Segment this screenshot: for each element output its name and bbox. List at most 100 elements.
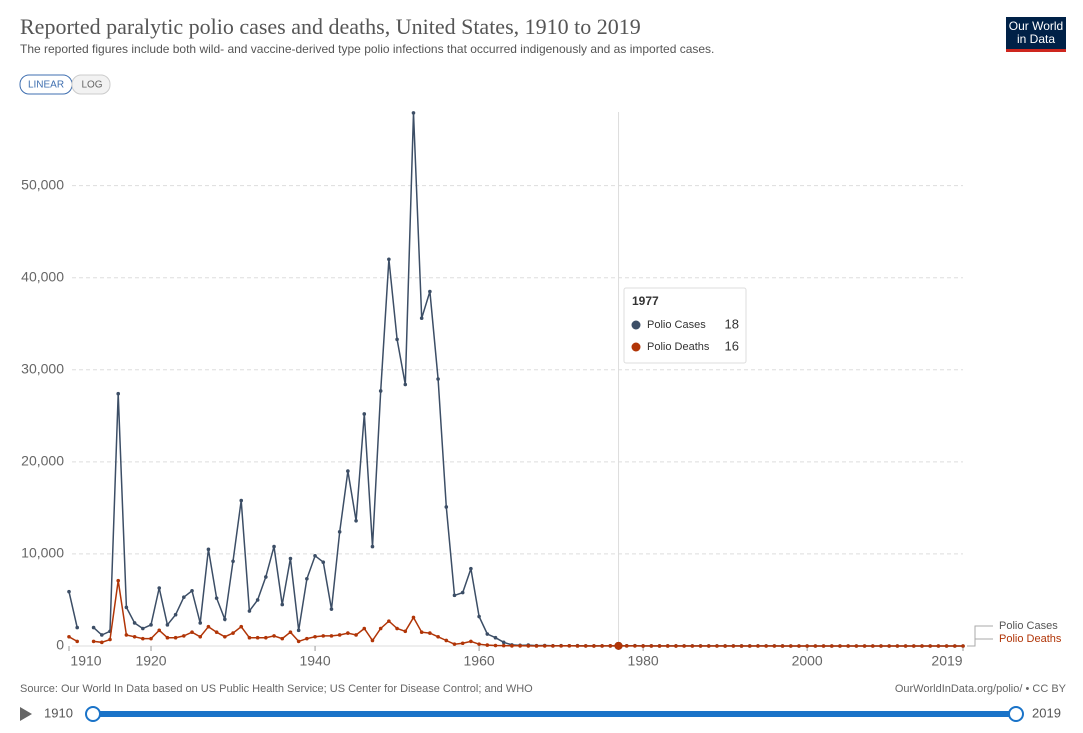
data-point: [67, 589, 71, 594]
data-point: [280, 636, 285, 641]
data-point: [149, 636, 153, 641]
timeline-track[interactable]: [92, 711, 1016, 717]
data-point: [173, 612, 178, 617]
data-point: [354, 518, 358, 523]
y-tick-label: 20,000: [21, 453, 64, 469]
data-point: [329, 607, 334, 611]
data-point: [419, 630, 424, 634]
data-point: [239, 498, 244, 503]
data-point: [346, 469, 350, 473]
data-point: [518, 644, 522, 648]
data-point: [116, 391, 121, 396]
data-point: [223, 617, 227, 622]
x-tick-label: 2000: [792, 653, 823, 669]
data-point: [444, 505, 449, 509]
data-point: [116, 578, 121, 583]
y-tick-label: 0: [56, 637, 64, 653]
data-point: [460, 641, 465, 646]
data-point: [362, 412, 367, 416]
data-point: [649, 644, 654, 648]
data-point: [75, 625, 80, 630]
data-point: [231, 559, 235, 564]
tooltip-value: 18: [725, 316, 739, 331]
data-point: [641, 644, 645, 648]
data-point: [313, 553, 317, 558]
data-point: [936, 644, 941, 648]
timeline-handle[interactable]: [85, 706, 101, 722]
data-point: [313, 634, 317, 639]
data-point: [477, 642, 481, 646]
data-point: [337, 530, 342, 534]
data-point: [108, 637, 112, 642]
linear-button-label[interactable]: LINEAR: [28, 80, 64, 91]
data-point: [264, 635, 268, 640]
data-point: [239, 624, 244, 629]
data-point: [75, 639, 80, 644]
data-point: [337, 633, 342, 637]
data-point: [132, 634, 137, 639]
data-point: [91, 625, 96, 630]
data-point: [920, 644, 924, 648]
data-point: [182, 634, 186, 638]
log-button[interactable]: [71, 74, 111, 95]
tooltip-swatch: [631, 320, 641, 330]
data-point: [411, 111, 416, 115]
data-point: [665, 644, 670, 648]
y-tick-label: 40,000: [21, 268, 64, 284]
data-point: [329, 634, 334, 638]
data-point: [788, 644, 793, 648]
data-point: [944, 644, 949, 648]
timeline-handle[interactable]: [1008, 706, 1024, 722]
data-point: [583, 644, 588, 648]
data-point: [501, 640, 506, 645]
x-tick-label: 1920: [135, 653, 166, 669]
data-point: [706, 644, 711, 648]
data-point: [157, 628, 162, 633]
data-point: [157, 586, 162, 590]
data-point: [452, 642, 457, 646]
play-button[interactable]: [20, 707, 32, 721]
data-point: [846, 644, 850, 648]
logo-text: Our World: [1009, 19, 1063, 33]
data-point: [592, 644, 596, 648]
data-point: [469, 639, 473, 644]
data-point: [206, 624, 211, 629]
data-point: [780, 644, 785, 648]
tooltip-title: 1977: [632, 294, 659, 308]
data-point: [214, 596, 219, 600]
data-point: [280, 602, 285, 607]
data-point: [469, 566, 473, 571]
data-point: [346, 631, 350, 635]
data-point: [633, 644, 637, 648]
data-point: [542, 644, 547, 648]
label-connector: [967, 638, 993, 647]
data-point: [854, 644, 859, 648]
data-point: [321, 634, 326, 638]
x-tick-label: 2019: [931, 653, 962, 669]
data-point: [493, 643, 498, 648]
data-point: [378, 389, 383, 393]
x-tick-label: 1910: [70, 653, 101, 669]
log-button-label[interactable]: LOG: [81, 80, 102, 91]
data-point: [485, 643, 490, 647]
data-point: [419, 316, 424, 321]
data-point: [493, 635, 498, 640]
data-point: [403, 382, 408, 387]
data-point: [296, 639, 301, 644]
data-point: [206, 547, 211, 552]
data-point: [411, 615, 416, 620]
data-point: [772, 644, 777, 648]
data-point: [657, 644, 662, 648]
data-point: [903, 644, 908, 648]
data-point: [870, 644, 875, 648]
tooltip-swatch: [631, 342, 641, 352]
data-point: [731, 644, 736, 648]
data-point: [264, 575, 268, 579]
data-point: [928, 644, 932, 648]
data-point: [526, 644, 531, 648]
data-point: [805, 644, 809, 648]
data-point: [485, 632, 490, 636]
x-tick-label: 1980: [628, 653, 659, 669]
data-point: [354, 633, 358, 637]
